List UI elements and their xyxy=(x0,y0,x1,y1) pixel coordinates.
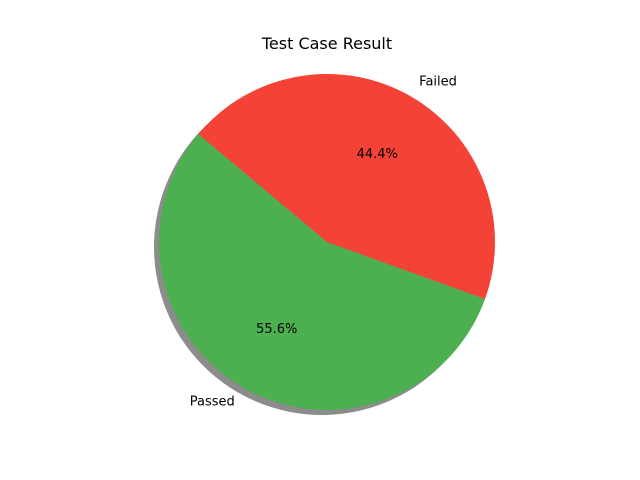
percent-label-passed: 55.6% xyxy=(256,322,297,337)
pie-slice-failed xyxy=(198,74,495,300)
pie-labels: Passed 55.6% Failed 44.4% xyxy=(190,74,457,409)
pie-slice-passed xyxy=(158,134,486,411)
slice-label-failed: Failed xyxy=(419,74,457,89)
pie-slices xyxy=(158,74,495,411)
slice-label-passed: Passed xyxy=(190,395,235,410)
percent-label-failed: 44.4% xyxy=(357,147,398,162)
chart-title: Test Case Result xyxy=(261,34,392,53)
